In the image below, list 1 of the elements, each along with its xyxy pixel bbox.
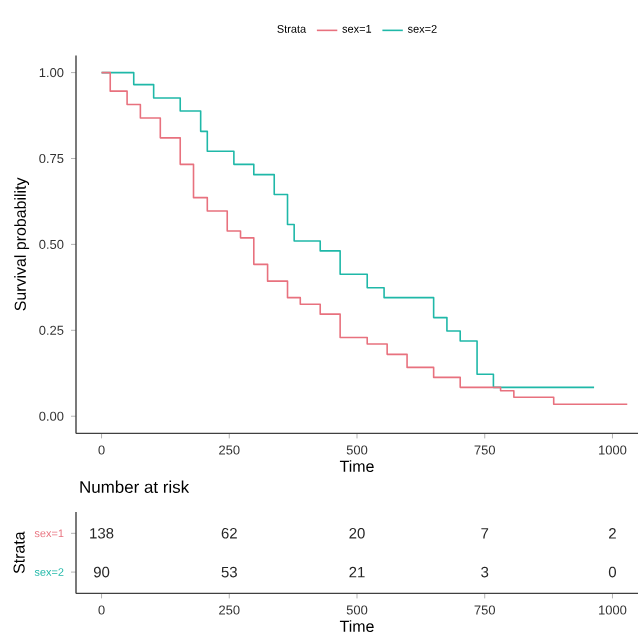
chart-title: Number at risk <box>80 480 190 493</box>
